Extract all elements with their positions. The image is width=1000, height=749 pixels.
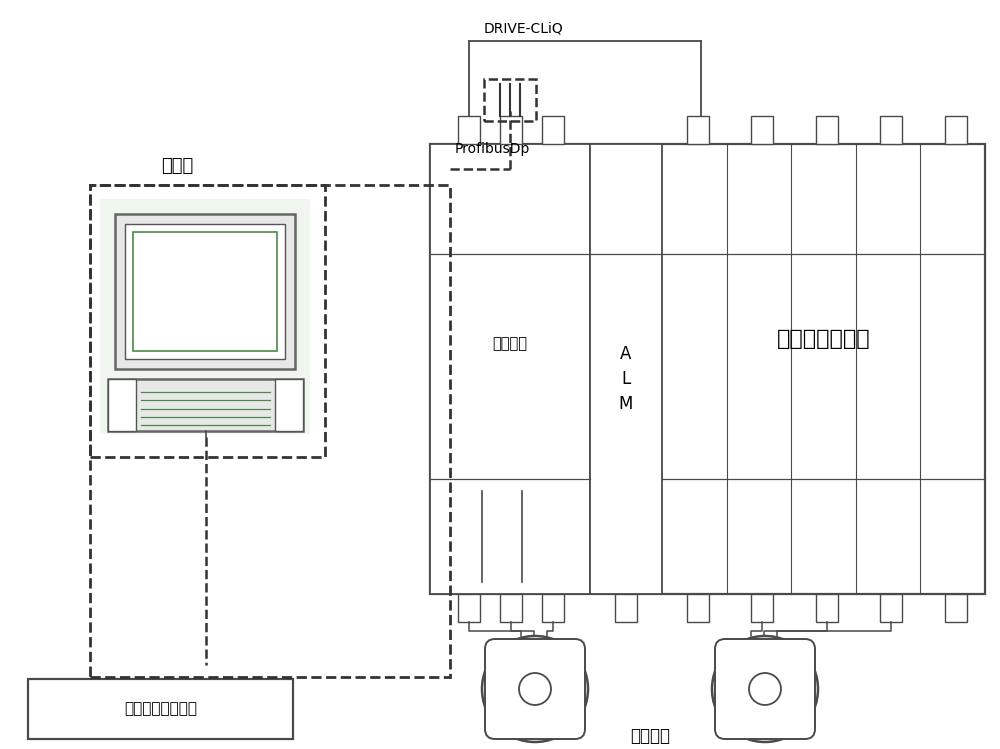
Bar — [945, 116, 967, 144]
Bar — [90, 185, 450, 677]
Text: 主控制器: 主控制器 — [492, 336, 528, 351]
Bar — [458, 594, 480, 622]
Text: 伺服电机驱动器: 伺服电机驱动器 — [777, 329, 870, 349]
Bar — [430, 144, 985, 594]
Circle shape — [519, 673, 551, 705]
Text: 输入输出控制单元: 输入输出控制单元 — [124, 702, 197, 717]
Bar — [108, 379, 136, 431]
Bar — [751, 116, 773, 144]
Bar — [484, 79, 536, 121]
Text: A
L
M: A L M — [619, 345, 633, 413]
Circle shape — [482, 636, 588, 742]
Circle shape — [712, 636, 818, 742]
Bar — [880, 594, 902, 622]
Bar — [100, 199, 310, 434]
Bar — [590, 144, 662, 594]
Bar — [542, 116, 564, 144]
Bar — [28, 679, 293, 739]
Bar — [816, 594, 838, 622]
Bar — [880, 116, 902, 144]
Bar — [125, 224, 285, 359]
Circle shape — [749, 673, 781, 705]
FancyBboxPatch shape — [485, 639, 585, 739]
Bar — [108, 379, 303, 431]
Bar — [945, 594, 967, 622]
Bar — [133, 232, 277, 351]
Bar — [816, 116, 838, 144]
Bar — [275, 379, 303, 431]
Text: ProfibusDp: ProfibusDp — [455, 142, 530, 156]
FancyBboxPatch shape — [715, 639, 815, 739]
Text: DRIVE-CLiQ: DRIVE-CLiQ — [484, 22, 564, 36]
Bar — [615, 594, 637, 622]
Bar — [542, 594, 564, 622]
Bar — [500, 116, 522, 144]
Bar — [430, 144, 590, 594]
Text: 上位机: 上位机 — [161, 157, 194, 175]
Text: 伺服电机: 伺服电机 — [630, 727, 670, 745]
Bar — [90, 185, 325, 457]
Bar — [458, 116, 480, 144]
Bar — [751, 594, 773, 622]
Bar — [687, 594, 709, 622]
Bar — [500, 594, 522, 622]
Bar — [687, 116, 709, 144]
Bar — [115, 214, 295, 369]
